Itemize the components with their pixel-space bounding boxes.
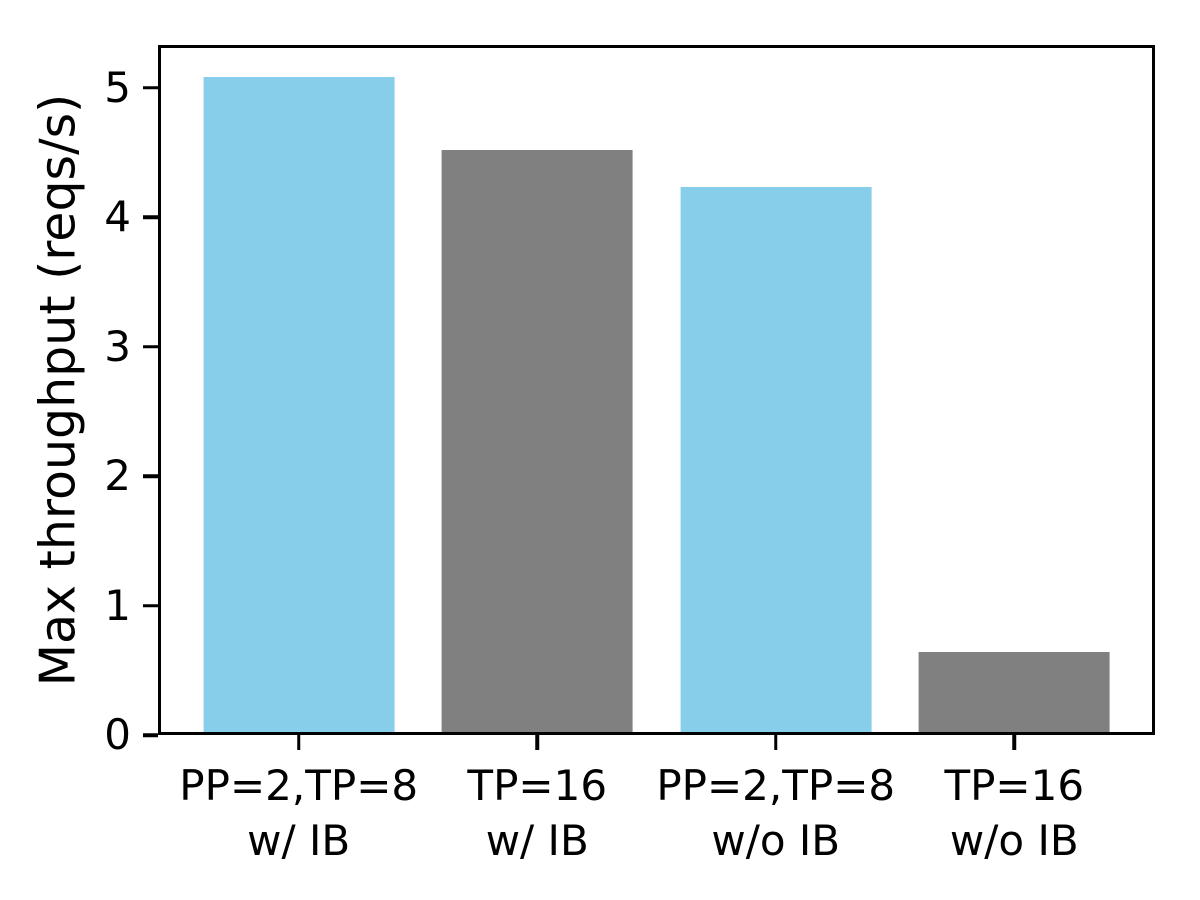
x-tick-label: PP=2,TP=8 w/o IB [656, 761, 896, 865]
bar [441, 149, 633, 735]
y-tick-label: 3 [104, 321, 131, 371]
y-tick [143, 474, 158, 478]
y-tick [143, 344, 158, 349]
y-tick-label: 0 [104, 710, 131, 759]
y-tick-label: 4 [104, 192, 131, 242]
y-tick-label: 2 [104, 451, 131, 501]
x-tick [1012, 735, 1017, 750]
bar [203, 77, 395, 735]
y-tick [143, 603, 158, 608]
y-axis-label: Max throughput (reqs/s) [29, 93, 87, 687]
x-tick [296, 735, 301, 750]
y-tick [143, 215, 158, 219]
x-tick-label: PP=2,TP=8 w/ IB [179, 761, 419, 865]
y-tick [143, 85, 158, 90]
plot-area: 0 1 2 3 4 5 PP=2,TP=8 w/ IB TP=16 w/ IB PP=2,TP=… [104, 45, 1155, 865]
x-tick-label: TP=16 w/ IB [467, 761, 608, 865]
y-tick-label: 5 [104, 62, 131, 112]
y-tick [143, 733, 158, 737]
x-tick-label: TP=16 w/o IB [944, 761, 1085, 865]
bar [680, 187, 872, 735]
bar [918, 652, 1110, 735]
x-tick [774, 735, 778, 750]
x-tick [535, 735, 539, 750]
y-tick-label: 1 [104, 580, 131, 630]
